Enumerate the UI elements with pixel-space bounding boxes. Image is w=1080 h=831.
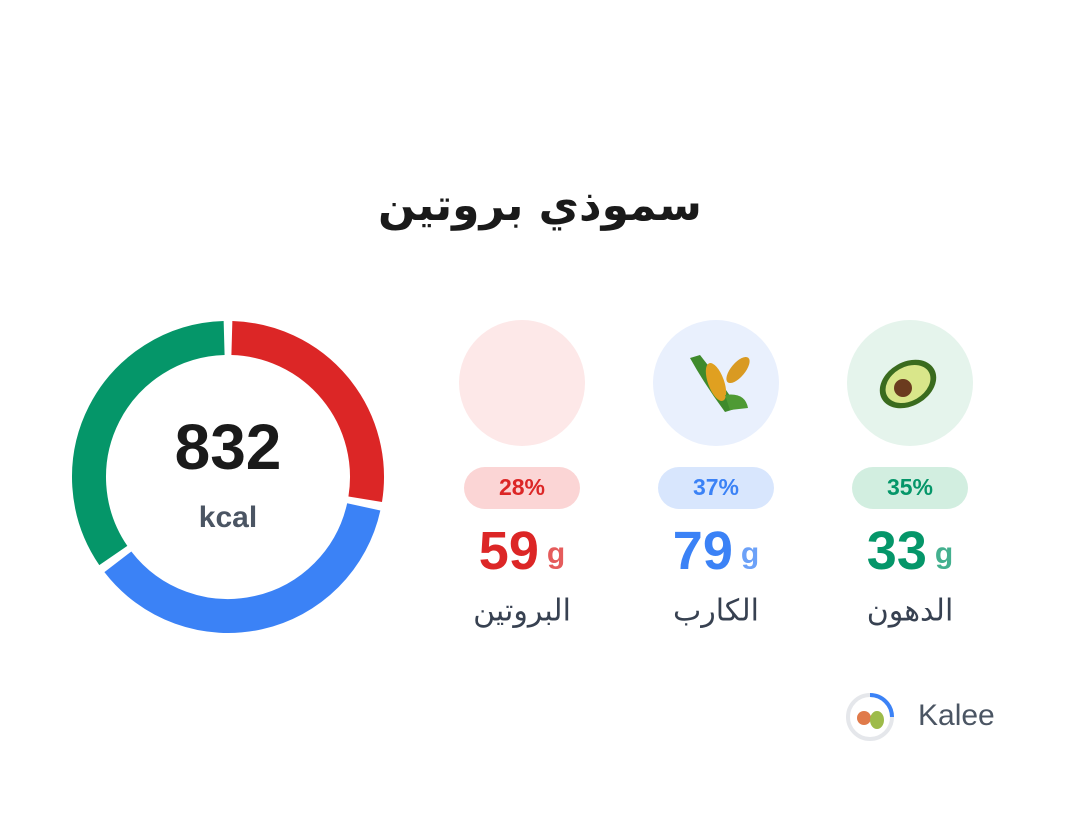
macro-percent: 35% — [887, 474, 933, 500]
donut-segment — [72, 321, 225, 566]
avocado-icon — [879, 359, 937, 409]
macro-unit: g — [547, 537, 565, 570]
brand-name: Kalee — [918, 699, 995, 732]
macro-name: الدهون — [867, 594, 954, 629]
percent-pill — [658, 467, 774, 509]
macro-percent: 28% — [499, 474, 545, 500]
macro-grams: 79 — [673, 521, 733, 581]
donut-segment — [231, 321, 384, 502]
percent-pill — [852, 467, 968, 509]
macro-percent: 37% — [693, 474, 739, 500]
percent-pill — [464, 467, 580, 509]
macro-name: الكارب — [673, 594, 759, 629]
calories-value: 832 — [175, 411, 282, 483]
macro-grams: 59 — [479, 521, 539, 581]
macro-unit: g — [935, 537, 953, 570]
macro-amount: 59 g — [479, 521, 565, 581]
macro-amount: 79 g — [673, 521, 759, 581]
macro-name: البروتين — [473, 594, 571, 629]
calories-unit: kcal — [199, 501, 257, 534]
donut-segment — [104, 502, 381, 633]
macro-grams: 33 — [867, 521, 927, 581]
macro-unit: g — [741, 537, 759, 570]
wheat-icon — [690, 355, 750, 412]
title: سموذي بروتين — [378, 180, 702, 231]
brand-logo — [846, 693, 894, 741]
macro-icon-bg — [459, 320, 585, 446]
macro-amount: 33 g — [867, 521, 953, 581]
